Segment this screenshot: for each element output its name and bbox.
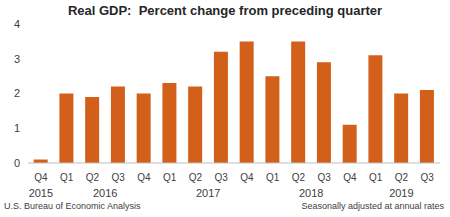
svg-text:2: 2 xyxy=(14,87,20,99)
svg-text:Q2: Q2 xyxy=(189,172,203,183)
svg-text:3: 3 xyxy=(14,53,20,65)
svg-text:Q1: Q1 xyxy=(163,172,177,183)
svg-text:4: 4 xyxy=(14,18,20,30)
svg-text:Q1: Q1 xyxy=(60,172,74,183)
svg-text:Q4: Q4 xyxy=(240,172,254,183)
svg-text:Q2: Q2 xyxy=(86,172,100,183)
svg-text:Q3: Q3 xyxy=(214,172,228,183)
svg-text:Q1: Q1 xyxy=(266,172,280,183)
svg-text:Q4: Q4 xyxy=(137,172,151,183)
svg-text:Q4: Q4 xyxy=(343,172,357,183)
svg-text:Q4: Q4 xyxy=(34,172,48,183)
svg-text:0: 0 xyxy=(14,157,20,169)
html-text:Seasonally adjusted at annual: Seasonally adjusted at annual rates xyxy=(301,201,444,211)
html-text:Real GDP: Percent change from: Real GDP: Percent change from preceding … xyxy=(67,3,383,18)
svg-text:2017: 2017 xyxy=(196,187,220,199)
svg-text:1: 1 xyxy=(14,122,20,134)
svg-text:2016: 2016 xyxy=(93,187,117,199)
svg-text:Q3: Q3 xyxy=(420,172,434,183)
svg-text:Q3: Q3 xyxy=(111,172,125,183)
svg-text:Q2: Q2 xyxy=(292,172,306,183)
svg-text:2019: 2019 xyxy=(389,187,413,199)
svg-text:2015: 2015 xyxy=(29,187,53,199)
svg-text:2018: 2018 xyxy=(299,187,323,199)
svg-text:Q3: Q3 xyxy=(317,172,331,183)
svg-text:Q1: Q1 xyxy=(369,172,383,183)
html-text:U.S. Bureau of Economic Analys: U.S. Bureau of Economic Analysis xyxy=(4,201,141,211)
svg-text:Q2: Q2 xyxy=(395,172,409,183)
